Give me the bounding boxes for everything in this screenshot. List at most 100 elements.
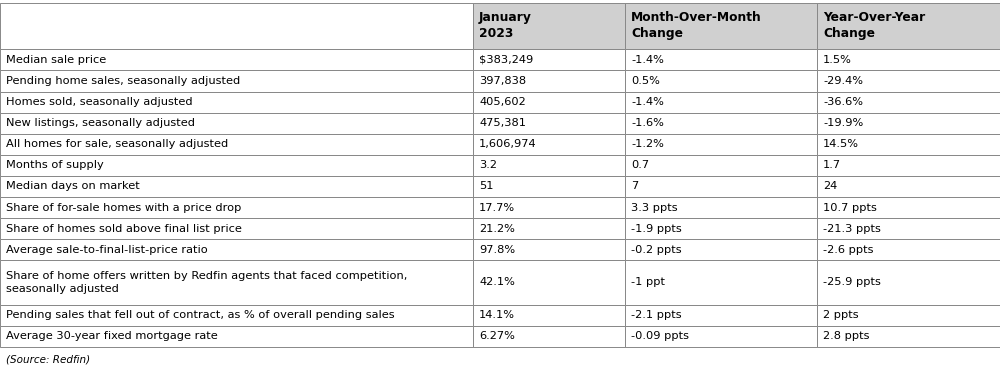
- Bar: [0, 91, 473, 113]
- Bar: [817, 176, 1000, 197]
- Text: 1.7: 1.7: [823, 160, 841, 170]
- Text: 51: 51: [479, 181, 494, 192]
- Text: -0.2 ppts: -0.2 ppts: [631, 245, 682, 255]
- Text: 1.5%: 1.5%: [823, 55, 852, 65]
- Text: 24: 24: [823, 181, 837, 192]
- Bar: [625, 91, 817, 113]
- Bar: [0, 260, 473, 305]
- Text: -19.9%: -19.9%: [823, 118, 863, 128]
- Text: 10.7 ppts: 10.7 ppts: [823, 203, 877, 212]
- Bar: [0, 70, 473, 91]
- Bar: [625, 113, 817, 134]
- Text: -1.9 ppts: -1.9 ppts: [631, 224, 682, 234]
- Bar: [0, 218, 473, 239]
- Bar: [817, 134, 1000, 155]
- Bar: [473, 70, 625, 91]
- Text: Pending home sales, seasonally adjusted: Pending home sales, seasonally adjusted: [6, 76, 240, 86]
- Bar: [473, 134, 625, 155]
- Bar: [473, 3, 625, 49]
- Text: 6.27%: 6.27%: [479, 331, 515, 341]
- Bar: [625, 305, 817, 326]
- Text: Months of supply: Months of supply: [6, 160, 104, 170]
- Bar: [0, 326, 473, 347]
- Text: 97.8%: 97.8%: [479, 245, 515, 255]
- Text: -2.6 ppts: -2.6 ppts: [823, 245, 874, 255]
- Bar: [473, 305, 625, 326]
- Text: 3.3 ppts: 3.3 ppts: [631, 203, 678, 212]
- Text: 397,838: 397,838: [479, 76, 526, 86]
- Bar: [817, 260, 1000, 305]
- Bar: [625, 3, 817, 49]
- Bar: [473, 155, 625, 176]
- Text: -25.9 ppts: -25.9 ppts: [823, 277, 881, 287]
- Bar: [817, 49, 1000, 70]
- Bar: [817, 326, 1000, 347]
- Text: -21.3 ppts: -21.3 ppts: [823, 224, 881, 234]
- Bar: [625, 260, 817, 305]
- Text: 405,602: 405,602: [479, 97, 526, 107]
- Text: -29.4%: -29.4%: [823, 76, 863, 86]
- Text: 2 ppts: 2 ppts: [823, 310, 859, 320]
- Bar: [625, 197, 817, 218]
- Text: January
2023: January 2023: [479, 11, 532, 40]
- Bar: [625, 239, 817, 260]
- Bar: [625, 326, 817, 347]
- Text: Share of for-sale homes with a price drop: Share of for-sale homes with a price dro…: [6, 203, 241, 212]
- Bar: [473, 218, 625, 239]
- Bar: [473, 176, 625, 197]
- Bar: [817, 155, 1000, 176]
- Text: New listings, seasonally adjusted: New listings, seasonally adjusted: [6, 118, 195, 128]
- Text: -1 ppt: -1 ppt: [631, 277, 665, 287]
- Bar: [0, 197, 473, 218]
- Bar: [473, 326, 625, 347]
- Text: -1.6%: -1.6%: [631, 118, 664, 128]
- Bar: [473, 91, 625, 113]
- Text: 42.1%: 42.1%: [479, 277, 515, 287]
- Bar: [817, 91, 1000, 113]
- Text: Month-Over-Month
Change: Month-Over-Month Change: [631, 11, 762, 40]
- Text: 0.7: 0.7: [631, 160, 649, 170]
- Bar: [817, 197, 1000, 218]
- Text: 3.2: 3.2: [479, 160, 497, 170]
- Text: $383,249: $383,249: [479, 55, 533, 65]
- Text: -36.6%: -36.6%: [823, 97, 863, 107]
- Text: -1.4%: -1.4%: [631, 55, 664, 65]
- Bar: [0, 49, 473, 70]
- Bar: [625, 176, 817, 197]
- Text: 14.5%: 14.5%: [823, 139, 859, 149]
- Bar: [473, 197, 625, 218]
- Bar: [625, 70, 817, 91]
- Bar: [817, 3, 1000, 49]
- Bar: [625, 134, 817, 155]
- Bar: [0, 3, 473, 49]
- Bar: [625, 49, 817, 70]
- Text: -2.1 ppts: -2.1 ppts: [631, 310, 682, 320]
- Bar: [0, 134, 473, 155]
- Text: 0.5%: 0.5%: [631, 76, 660, 86]
- Text: 7: 7: [631, 181, 638, 192]
- Text: -1.4%: -1.4%: [631, 97, 664, 107]
- Text: -1.2%: -1.2%: [631, 139, 664, 149]
- Bar: [473, 260, 625, 305]
- Bar: [817, 305, 1000, 326]
- Text: 475,381: 475,381: [479, 118, 526, 128]
- Text: Median days on market: Median days on market: [6, 181, 140, 192]
- Bar: [0, 305, 473, 326]
- Bar: [625, 155, 817, 176]
- Text: 14.1%: 14.1%: [479, 310, 515, 320]
- Bar: [817, 239, 1000, 260]
- Bar: [473, 239, 625, 260]
- Bar: [817, 218, 1000, 239]
- Bar: [0, 113, 473, 134]
- Bar: [0, 239, 473, 260]
- Bar: [625, 218, 817, 239]
- Text: 2.8 ppts: 2.8 ppts: [823, 331, 870, 341]
- Text: 1,606,974: 1,606,974: [479, 139, 537, 149]
- Text: Average 30-year fixed mortgage rate: Average 30-year fixed mortgage rate: [6, 331, 218, 341]
- Text: Share of homes sold above final list price: Share of homes sold above final list pri…: [6, 224, 242, 234]
- Text: All homes for sale, seasonally adjusted: All homes for sale, seasonally adjusted: [6, 139, 228, 149]
- Text: -0.09 ppts: -0.09 ppts: [631, 331, 689, 341]
- Bar: [473, 49, 625, 70]
- Text: (Source: Redfin): (Source: Redfin): [6, 355, 90, 365]
- Text: Share of home offers written by Redfin agents that faced competition,
seasonally: Share of home offers written by Redfin a…: [6, 271, 407, 294]
